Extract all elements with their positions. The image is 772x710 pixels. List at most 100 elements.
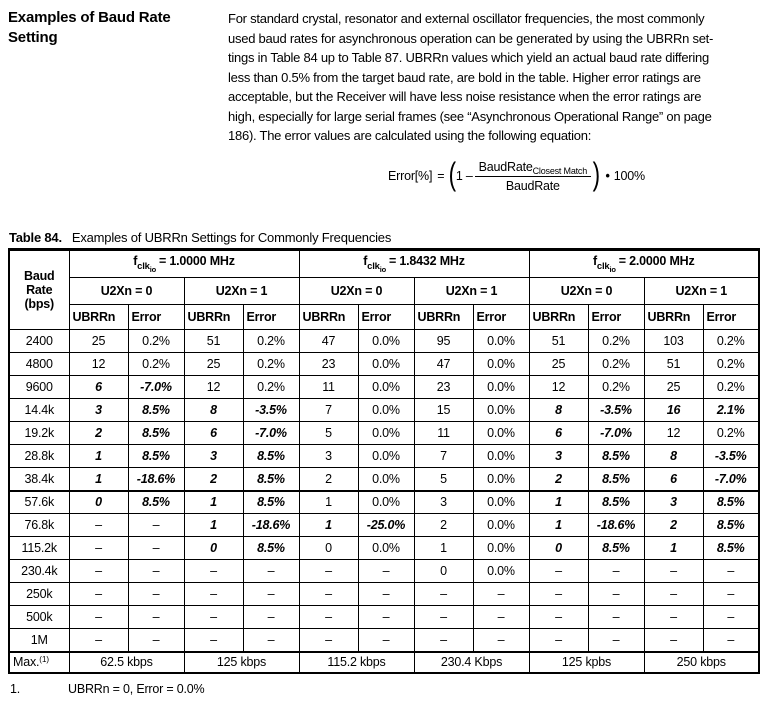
ubrr-cell: – (528, 559, 589, 583)
error-cell: 0.0% (472, 559, 530, 583)
error-cell: 0.0% (472, 513, 530, 537)
error-cell: – (127, 582, 185, 606)
ubrr-cell: 23 (413, 375, 474, 399)
max-speed-cell: 125 kbps (183, 650, 300, 673)
ubrr-cell: 8 (528, 398, 589, 422)
error-cell: 8.5% (242, 536, 300, 560)
error-cell: – (357, 559, 415, 583)
max-speed-cell: 250 kbps (643, 650, 760, 673)
intro-line: less than 0.5% from the target baud rate… (228, 69, 701, 85)
ubrr-cell: 7 (413, 444, 474, 468)
freq-value: = 2.0000 MHz (618, 254, 695, 269)
error-cell: 8.5% (242, 467, 300, 491)
ubrr-cell: – (68, 559, 129, 583)
ubrr-cell: 12 (528, 375, 589, 399)
ubrr-cell: 25 (528, 352, 589, 376)
freq-subscript: clkio (367, 260, 386, 274)
table-row: 4800 12 0.2% 25 0.2% 23 0.0% 47 0.0% 25 0.2% 51 0.2% (8, 352, 760, 376)
max-speed-cell: 230.4 Kbps (413, 650, 530, 673)
table-caption-text: Examples of UBRRn Settings for Commonly … (71, 230, 392, 245)
ubrr-cell: 1 (183, 513, 244, 537)
ubrr-cell: 15 (413, 398, 474, 422)
ubrr-cell: – (298, 628, 359, 652)
error-cell: 0.0% (357, 398, 415, 422)
freq-symbol: f (592, 254, 597, 269)
ubrr-column-header: UBRRn (68, 304, 129, 330)
ubrr-cell: 23 (298, 352, 359, 376)
error-column-header: Error (587, 304, 645, 330)
error-cell: 8.5% (702, 513, 760, 537)
table-row: 1M – – – – – – – – – – – – (8, 628, 760, 652)
frequency-group-header: fclkio= 1.0000 MHz (68, 249, 300, 278)
table-row: 250k – – – – – – – – – – – – (8, 582, 760, 606)
error-column-header: Error (357, 304, 415, 330)
equation-fraction: BaudRateClosest Match BaudRate (474, 160, 592, 193)
ubrr-cell: – (643, 559, 704, 583)
error-cell: 0.0% (472, 489, 530, 514)
ubrr-cell: – (68, 628, 129, 652)
error-cell: 0.0% (357, 489, 415, 514)
u2x-header: U2Xn = 0 (68, 277, 185, 305)
header-row-columns: UBRRn Error UBRRn Error UBRRn Error UBRRn Error… (9, 304, 760, 330)
error-cell: 0.0% (472, 329, 530, 353)
ubrr-cell: 3 (643, 489, 704, 514)
numerator-subscript: Closest Match (532, 165, 588, 176)
u2x-header: U2Xn = 1 (413, 277, 530, 305)
error-cell: – (587, 559, 645, 583)
ubrr-cell: 6 (68, 375, 129, 399)
error-cell: 0.0% (357, 444, 415, 468)
error-cell: 0.0% (472, 467, 530, 491)
error-cell: – (242, 628, 300, 652)
intro-line: For standard crystal, resonator and exte… (228, 11, 705, 26)
table-caption-label: Table 84. (9, 230, 62, 245)
ubrr-cell: 2 (68, 421, 129, 445)
error-cell: -18.6% (587, 513, 645, 537)
error-cell: – (587, 628, 645, 652)
ubrr-cell: 3 (298, 444, 359, 468)
ubrr-cell: 6 (528, 421, 589, 445)
ubrr-cell: – (528, 628, 589, 652)
u2x-header: U2Xn = 0 (298, 277, 415, 305)
table-row: 28.8k 1 8.5% 3 8.5% 3 0.0% 7 0.0% 3 8.5% 8 -3.5% (8, 444, 760, 468)
table-caption: Table 84. Examples of UBRRn Settings for … (9, 230, 391, 245)
ubrr-cell: 7 (298, 398, 359, 422)
baud-header-line: Rate (26, 283, 53, 297)
error-cell: 8.5% (127, 398, 185, 422)
ubrr-cell: 2 (298, 467, 359, 491)
ubrr-cell: – (298, 559, 359, 583)
freq-symbol: f (133, 254, 138, 269)
ubrr-cell: 47 (413, 352, 474, 376)
error-cell: – (357, 582, 415, 606)
ubrr-cell: 103 (643, 329, 704, 353)
baud-rate-cell: 1M (8, 628, 70, 652)
ubrr-cell: – (183, 605, 244, 629)
ubrr-cell: 2 (183, 467, 244, 491)
ubrr-cell: 0 (528, 536, 589, 560)
ubrr-cell: – (643, 582, 704, 606)
baud-rate-cell: 230.4k (8, 559, 70, 583)
error-cell: 0.2% (242, 352, 300, 376)
table-row: 2400 25 0.2% 51 0.2% 47 0.0% 95 0.0% 51 0.2% 103 0.2… (8, 329, 760, 353)
error-cell: – (127, 513, 185, 537)
freq-subscript-clk: clk (367, 260, 380, 272)
error-cell: -7.0% (242, 421, 300, 445)
table-footnote: 1. UBRRn = 0, Error = 0.0% (10, 682, 205, 696)
ubrr-cell: 47 (298, 329, 359, 353)
error-cell: – (242, 605, 300, 629)
ubrr-cell: 5 (298, 421, 359, 445)
ubrr-cell: – (183, 582, 244, 606)
table-row: 14.4k 3 8.5% 8 -3.5% 7 0.0% 15 0.0% 8 -3.5% 16 2.1% (8, 398, 760, 422)
ubrr-cell: 5 (413, 467, 474, 491)
baud-rate-cell: 115.2k (8, 536, 70, 560)
ubrr-cell: 2 (413, 513, 474, 537)
open-paren: ( (448, 156, 457, 192)
ubrr-cell: 3 (413, 489, 474, 514)
error-cell: – (127, 536, 185, 560)
u2x-header: U2Xn = 1 (183, 277, 300, 305)
error-cell: 0.2% (702, 421, 760, 445)
ubrr-cell: 12 (68, 352, 129, 376)
error-cell: 8.5% (127, 489, 185, 514)
ubrr-cell: 0 (68, 489, 129, 514)
error-cell: 0.0% (472, 398, 530, 422)
equation-numerator: BaudRateClosest Match (474, 160, 592, 177)
